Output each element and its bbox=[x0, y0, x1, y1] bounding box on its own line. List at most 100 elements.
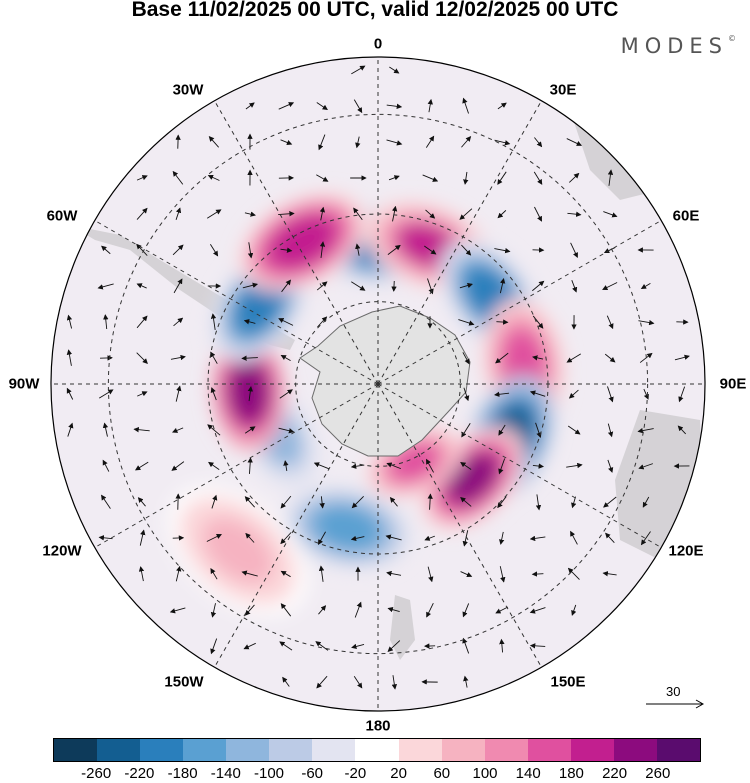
wind-arrow bbox=[534, 137, 543, 148]
wind-arrow bbox=[426, 602, 434, 618]
wind-arrow bbox=[460, 461, 472, 470]
wind-arrow bbox=[391, 280, 397, 292]
wind-arrow bbox=[567, 211, 582, 217]
meridian-line bbox=[94, 383, 379, 548]
wind-arrow bbox=[498, 458, 506, 475]
wind-arrow bbox=[602, 282, 618, 290]
wind-arrow bbox=[98, 535, 113, 541]
wind-arrow bbox=[278, 318, 294, 326]
wind-arrow bbox=[317, 316, 328, 328]
wind-arrow bbox=[210, 568, 218, 580]
wind-arrow bbox=[351, 643, 365, 650]
latitude-circle bbox=[107, 113, 649, 655]
wind-arrow bbox=[282, 676, 290, 687]
wind-arrow bbox=[318, 605, 327, 615]
wind-arrow bbox=[353, 99, 363, 114]
wind-arrow bbox=[387, 640, 401, 653]
wind-arrow bbox=[66, 387, 74, 400]
wind-arrow bbox=[638, 463, 653, 470]
wind-arrow bbox=[67, 422, 74, 437]
colorbar-swatch-11 bbox=[527, 739, 571, 761]
wind-arrow bbox=[280, 570, 291, 578]
colorbar-tick-label: -20 bbox=[344, 765, 367, 782]
colorbar-tick-label: 60 bbox=[433, 765, 451, 782]
wind-arrow bbox=[355, 136, 361, 149]
wind-arrow bbox=[529, 390, 546, 397]
wind-arrow bbox=[535, 494, 542, 511]
wind-arrow bbox=[137, 391, 148, 397]
wind-arrow bbox=[568, 172, 580, 183]
wind-arrow bbox=[319, 496, 325, 509]
colorbar-swatch-12 bbox=[570, 739, 614, 761]
colorbar-tick-label: -260 bbox=[81, 765, 112, 782]
wind-arrow bbox=[529, 607, 546, 614]
wind-arrow bbox=[463, 171, 469, 185]
wind-arrow bbox=[355, 243, 361, 256]
wind-arrow bbox=[279, 389, 293, 399]
wind-arrow bbox=[316, 174, 329, 182]
wind-arrow bbox=[566, 138, 583, 146]
wind-arrow bbox=[499, 531, 505, 545]
wind-arrow bbox=[463, 387, 470, 402]
wind-arrow bbox=[462, 530, 469, 547]
wind-arrow bbox=[281, 279, 291, 293]
wind-arrow bbox=[283, 460, 289, 472]
wind-arrow bbox=[279, 641, 293, 651]
wind-arrow bbox=[207, 424, 221, 436]
meridian-line bbox=[377, 383, 662, 548]
wind-arrow bbox=[458, 319, 475, 326]
wind-arrow bbox=[353, 676, 363, 689]
wind-arrow bbox=[459, 208, 473, 220]
wind-arrow bbox=[319, 206, 326, 221]
wind-arrow bbox=[103, 314, 109, 330]
wind-arrow bbox=[677, 425, 687, 435]
wind-arrow bbox=[313, 462, 330, 470]
wind-arrow bbox=[570, 242, 578, 259]
wind-arrow bbox=[172, 244, 184, 256]
wind-arrow bbox=[427, 566, 434, 583]
lon-label-90e: 90E bbox=[719, 375, 747, 393]
colorbar-swatch-1 bbox=[97, 739, 141, 761]
lon-label-60w: 60W bbox=[46, 207, 78, 225]
wind-arrow bbox=[603, 496, 617, 508]
wind-arrow bbox=[674, 354, 690, 361]
wind-arrow bbox=[102, 459, 110, 472]
wind-arrow bbox=[134, 461, 149, 471]
meridian-line bbox=[214, 100, 379, 385]
wind-arrow bbox=[278, 427, 295, 434]
wind-arrow bbox=[280, 603, 292, 617]
colorbar-swatch-6 bbox=[312, 739, 356, 761]
wind-arrow bbox=[172, 170, 184, 185]
wind-arrow bbox=[278, 211, 295, 217]
colorbar-swatch-2 bbox=[140, 739, 184, 761]
wind-arrow bbox=[280, 354, 291, 361]
wind-arrow bbox=[210, 603, 217, 618]
wind-arrow bbox=[98, 389, 114, 399]
wind-arrow bbox=[351, 496, 364, 509]
wind-arrow bbox=[241, 570, 258, 577]
wind-arrow bbox=[532, 463, 544, 469]
meridian-line bbox=[377, 220, 662, 385]
wind-arrow bbox=[353, 207, 363, 221]
colorbar-tick-label: -180 bbox=[167, 765, 198, 782]
wind-arrow bbox=[172, 427, 184, 433]
map-title: Base 11/02/2025 00 UTC, valid 12/02/2025… bbox=[131, 0, 619, 21]
wind-arrow bbox=[247, 242, 254, 259]
colorbar-swatch-14 bbox=[656, 739, 700, 761]
wind-arrow bbox=[280, 495, 292, 509]
colorbar-tick-label: -100 bbox=[253, 765, 285, 782]
wind-arrow bbox=[207, 174, 220, 181]
wind-arrow bbox=[245, 532, 255, 543]
colorbar-swatch-4 bbox=[226, 739, 270, 761]
wind-arrow bbox=[136, 283, 147, 289]
wind-arrow bbox=[247, 385, 254, 402]
wind-arrow bbox=[244, 604, 255, 616]
wind-arrow bbox=[386, 103, 403, 110]
wind-arrow bbox=[136, 207, 148, 220]
wind-arrow bbox=[495, 352, 509, 364]
wind-arrow bbox=[499, 566, 506, 583]
wind-arrow bbox=[208, 136, 219, 148]
wind-arrow bbox=[461, 422, 471, 438]
wind-arrow bbox=[427, 98, 433, 113]
